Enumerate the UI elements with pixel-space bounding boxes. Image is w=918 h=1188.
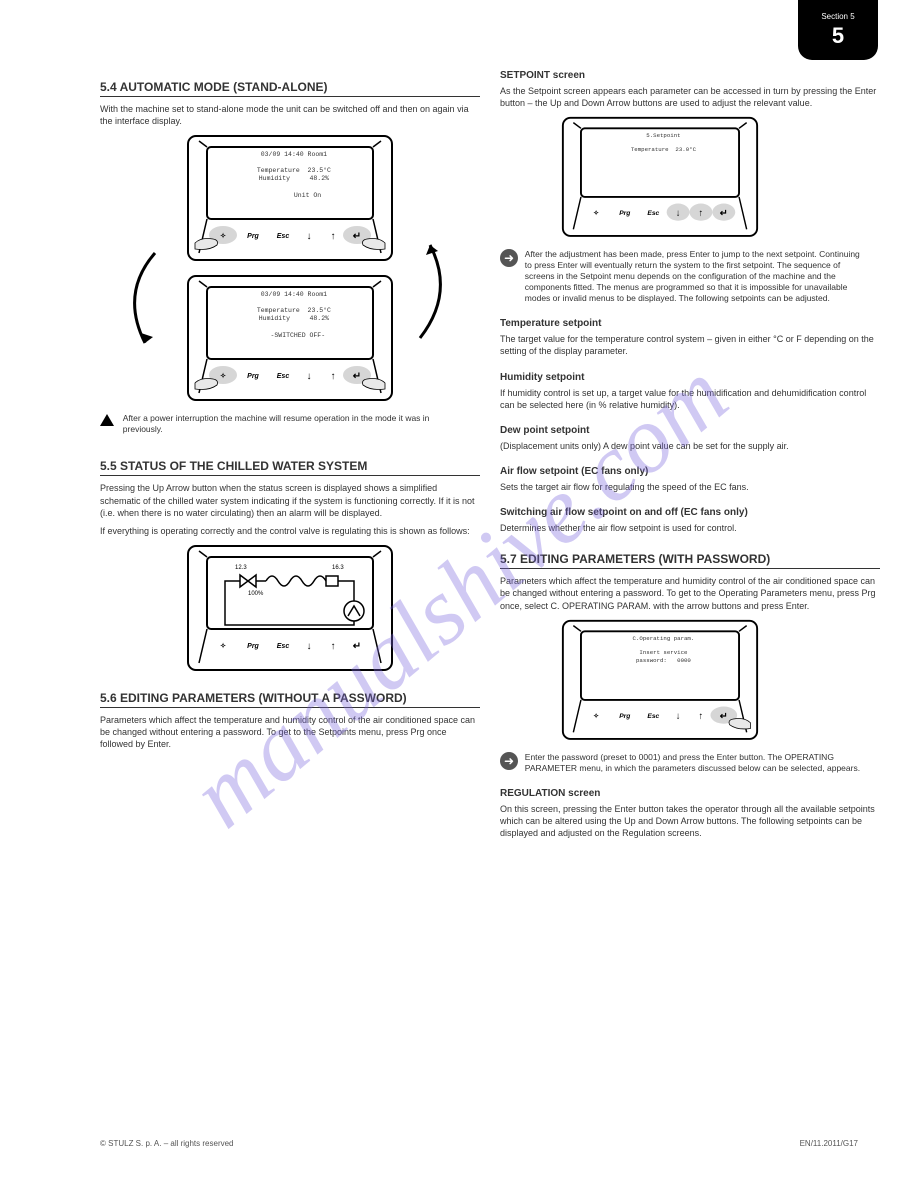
setpoint-note-text: After the adjustment has been made, pres… xyxy=(525,249,865,304)
password-screen-text: C.Operating param. Insert service passwo… xyxy=(583,635,737,664)
svg-text:↓: ↓ xyxy=(307,641,312,652)
screen-b-text: 03/09 14:40 Room1 Temperature 23.5°C Hum… xyxy=(209,291,371,340)
svg-text:✧: ✧ xyxy=(220,232,226,240)
svg-text:Prg: Prg xyxy=(247,643,259,650)
svg-text:Esc: Esc xyxy=(277,643,290,650)
airflow-on-title: Switching air flow setpoint on and off (… xyxy=(500,507,880,518)
svg-text:Esc: Esc xyxy=(647,210,659,217)
cycle-arrow-down-icon xyxy=(115,243,165,363)
svg-text:↑: ↑ xyxy=(331,231,336,242)
warning-block: After a power interruption the machine w… xyxy=(100,413,480,435)
arrow-right-circle-icon-2: ➜ xyxy=(500,752,518,770)
display-device-off: ✧ Prg Esc ↓ ↑ ↵ 03/09 14:40 Room1 Temper… xyxy=(185,273,395,403)
svg-text:↓: ↓ xyxy=(676,711,681,722)
password-device: ✧ Prg Esc ↓ ↑ ↵ C.Operating param. Inser… xyxy=(560,618,760,742)
s2-paragraph-2: If everything is operating correctly and… xyxy=(100,525,480,537)
temp-setpoint-title: Temperature setpoint xyxy=(500,318,880,329)
page-section-tab: Section 5 5 xyxy=(798,0,878,60)
regulation-title: REGULATION screen xyxy=(500,788,880,799)
section-rule-4 xyxy=(500,568,880,569)
svg-text:Esc: Esc xyxy=(647,713,659,720)
setpoint-screen-text: 5.Setpoint Temperature 23.0°C xyxy=(583,132,737,153)
svg-text:Prg: Prg xyxy=(619,713,630,720)
schematic-device: ✧ Prg Esc ↓ ↑ ↵ 12.3 xyxy=(185,543,395,673)
tab-page-number: 5 xyxy=(798,22,878,51)
svg-text:Prg: Prg xyxy=(619,210,630,217)
section-5-4-title: 5.4 AUTOMATIC MODE (STAND-ALONE) xyxy=(100,80,480,94)
s3-paragraph-1: Parameters which affect the temperature … xyxy=(100,714,480,750)
schematic-t2: 16.3 xyxy=(332,565,344,571)
footer-left: © STULZ S. p. A. – all rights reserved xyxy=(100,1139,234,1148)
svg-text:↓: ↓ xyxy=(307,371,312,382)
schematic-pct: 100% xyxy=(248,591,264,597)
svg-text:↑: ↑ xyxy=(331,641,336,652)
arrow-right-circle-icon: ➜ xyxy=(500,249,518,267)
cycle-arrow-up-icon xyxy=(410,233,460,353)
svg-text:↵: ↵ xyxy=(353,231,361,242)
s1-paragraph-1: With the machine set to stand-alone mode… xyxy=(100,103,480,127)
warning-icon xyxy=(100,414,114,426)
svg-text:↵: ↵ xyxy=(720,711,728,722)
svg-text:↵: ↵ xyxy=(353,641,361,652)
svg-text:✧: ✧ xyxy=(220,642,226,650)
section-5-7-title: 5.7 EDITING PARAMETERS (WITH PASSWORD) xyxy=(500,552,880,566)
svg-text:Prg: Prg xyxy=(247,233,259,240)
pw-note-block: ➜ Enter the password (preset to 0001) an… xyxy=(500,752,880,774)
section-5-5-title: 5.5 STATUS OF THE CHILLED WATER SYSTEM xyxy=(100,459,480,473)
setpoint-note-block: ➜ After the adjustment has been made, pr… xyxy=(500,249,880,304)
svg-text:↑: ↑ xyxy=(699,711,704,722)
svg-text:Prg: Prg xyxy=(247,373,259,380)
svg-text:✧: ✧ xyxy=(593,712,599,720)
tab-section-label: Section 5 xyxy=(798,12,878,22)
s2-paragraph-1: Pressing the Up Arrow button when the st… xyxy=(100,482,480,518)
svg-text:Esc: Esc xyxy=(277,373,290,380)
display-device-on: ✧ Prg Esc ↓ ↑ ↵ 03/09 14:40 Room1 Temper… xyxy=(185,133,395,263)
hum-setpoint-text: If humidity control is set up, a target … xyxy=(500,387,880,411)
section-5-6-title: 5.6 EDITING PARAMETERS (WITHOUT A PASSWO… xyxy=(100,691,480,705)
svg-text:↓: ↓ xyxy=(307,231,312,242)
section-rule xyxy=(100,96,480,97)
schematic-t1: 12.3 xyxy=(235,565,247,571)
warning-text: After a power interruption the machine w… xyxy=(123,413,463,435)
section-rule-2 xyxy=(100,475,480,476)
airflow-setpoint-title: Air flow setpoint (EC fans only) xyxy=(500,466,880,477)
screen-a-text: 03/09 14:40 Room1 Temperature 23.5°C Hum… xyxy=(209,151,371,200)
svg-text:✧: ✧ xyxy=(593,209,599,217)
svg-text:↵: ↵ xyxy=(353,371,361,382)
svg-text:✧: ✧ xyxy=(220,372,226,380)
setpoint-device: ✧ Prg Esc ↓ ↑ ↵ 5.Setpoint Temperature 2… xyxy=(560,115,760,239)
svg-text:↓: ↓ xyxy=(676,208,681,219)
setpoint-screen-title: SETPOINT screen xyxy=(500,70,880,81)
footer-right: EN/11.2011/G17 xyxy=(800,1139,858,1148)
pw-note-text: Enter the password (preset to 0001) and … xyxy=(525,752,865,774)
setpoint-paragraph: As the Setpoint screen appears each para… xyxy=(500,85,880,109)
airflow-on-text: Determines whether the air flow setpoint… xyxy=(500,522,880,534)
page-footer: © STULZ S. p. A. – all rights reserved E… xyxy=(100,1139,858,1148)
pw-paragraph-1: Parameters which affect the temperature … xyxy=(500,575,880,611)
svg-text:↑: ↑ xyxy=(331,371,336,382)
hum-setpoint-title: Humidity setpoint xyxy=(500,372,880,383)
temp-setpoint-text: The target value for the temperature con… xyxy=(500,333,880,357)
section-rule-3 xyxy=(100,707,480,708)
airflow-setpoint-text: Sets the target air flow for regulating … xyxy=(500,481,880,493)
dew-setpoint-title: Dew point setpoint xyxy=(500,425,880,436)
svg-text:↵: ↵ xyxy=(720,208,728,219)
regulation-text: On this screen, pressing the Enter butto… xyxy=(500,803,880,839)
left-column: 5.4 AUTOMATIC MODE (STAND-ALONE) With th… xyxy=(100,70,480,756)
dew-setpoint-text: (Displacement units only) A dew point va… xyxy=(500,440,880,452)
svg-text:↑: ↑ xyxy=(699,208,704,219)
right-column: SETPOINT screen As the Setpoint screen a… xyxy=(500,70,880,845)
svg-text:Esc: Esc xyxy=(277,233,290,240)
